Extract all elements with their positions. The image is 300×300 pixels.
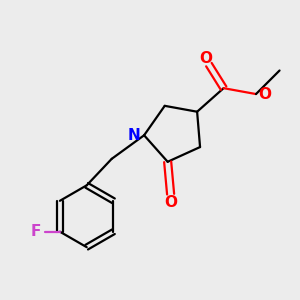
Text: O: O — [200, 51, 212, 66]
Text: O: O — [164, 195, 177, 210]
Text: N: N — [128, 128, 140, 143]
Text: F: F — [31, 224, 41, 239]
Text: O: O — [258, 87, 271, 102]
